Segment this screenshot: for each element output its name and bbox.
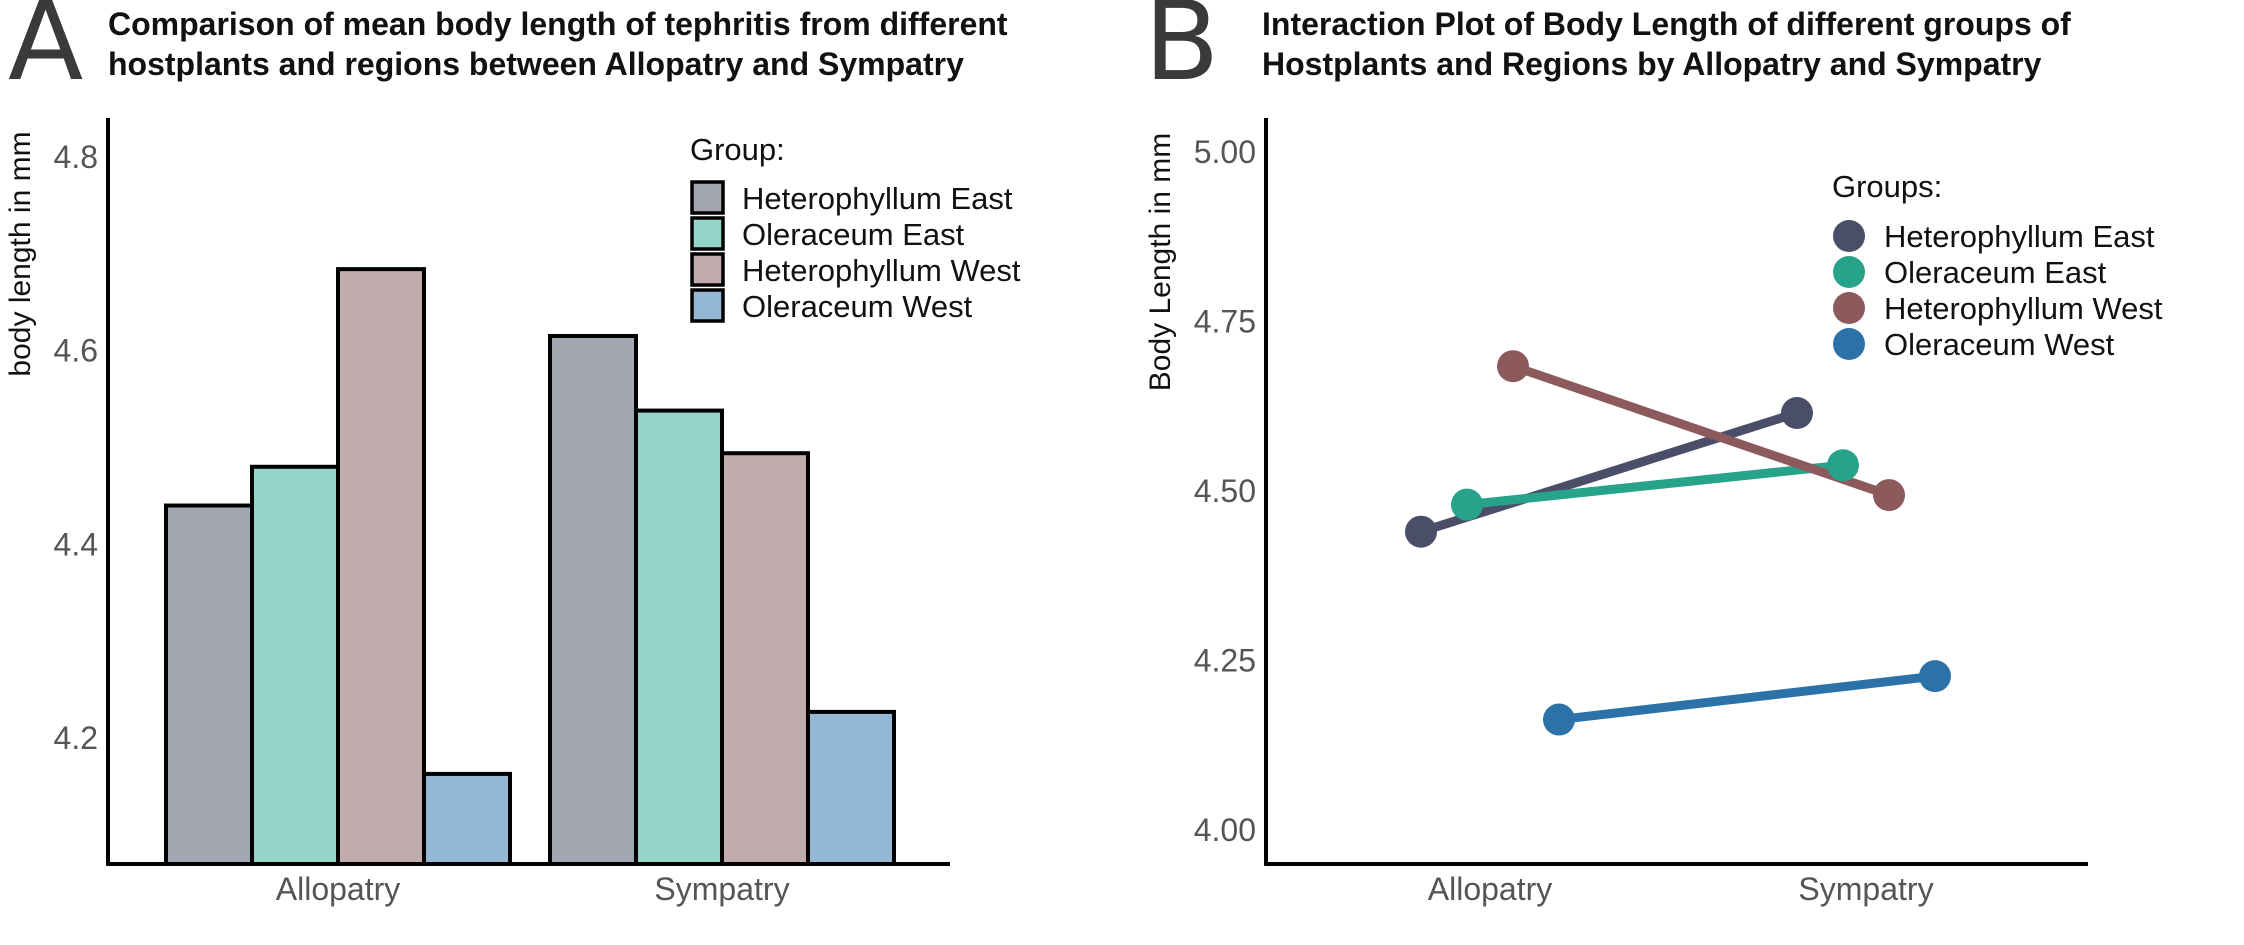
point-oleraceum-east-sympatry <box>1827 449 1859 482</box>
bar-chart: 4.2 4.4 4.6 4.8 Allopatry Sympatry body length… <box>4 118 1021 907</box>
legend-label-oleraceum-east: Oleraceum East <box>742 217 965 252</box>
y-tick-label: 4.4 <box>54 526 98 562</box>
legend-title: Group: <box>690 132 785 167</box>
legend-swatch-heterophyllum-west <box>690 252 725 287</box>
panel-a-title: Comparison of mean body length of tephri… <box>108 6 1008 82</box>
series-line-heterophyllum-west <box>1511 361 1891 500</box>
legend-marker-oleraceum-east <box>1833 256 1865 288</box>
y-tick-label: 4.25 <box>1194 643 1256 679</box>
legend-label-heterophyllum-west: Heterophyllum West <box>742 253 1021 288</box>
panel-a-letter: A <box>8 0 84 105</box>
legend-marker-heterophyllum-east <box>1833 220 1865 252</box>
bar-oleraceum-east-allopatry <box>250 464 340 866</box>
y-axis-label: body length in mm <box>4 131 37 376</box>
legend-label-heterophyllum-east: Heterophyllum East <box>1884 219 2155 254</box>
legend-marker-heterophyllum-west <box>1833 292 1865 324</box>
series-line-oleraceum-east <box>1466 460 1844 510</box>
point-oleraceum-west-sympatry <box>1919 660 1951 693</box>
y-tick-label: 4.6 <box>54 333 98 369</box>
y-tick-label: 4.75 <box>1194 303 1256 339</box>
x-tick-label: Sympatry <box>1798 871 1933 907</box>
bar-heterophyllum-east-sympatry <box>548 333 638 866</box>
legend-label-oleraceum-east: Oleraceum East <box>1884 255 2107 290</box>
legend-label-heterophyllum-east: Heterophyllum East <box>742 181 1013 216</box>
series-line-heterophyllum-east <box>1419 408 1799 536</box>
legend-swatch-oleraceum-west <box>690 288 725 323</box>
panel-b-letter: B <box>1144 0 1220 105</box>
y-tick-label: 4.8 <box>54 139 98 175</box>
legend-label-oleraceum-west: Oleraceum West <box>1884 327 2115 362</box>
legend-swatch-oleraceum-east <box>690 216 725 251</box>
bar-heterophyllum-east-allopatry <box>164 503 254 866</box>
legend-title: Groups: <box>1832 169 1942 204</box>
y-axis-label: Body Length in mm <box>1144 133 1177 391</box>
point-oleraceum-west-allopatry <box>1543 703 1575 736</box>
y-tick-label: 4.2 <box>54 720 98 756</box>
point-heterophyllum-west-allopatry <box>1497 350 1529 383</box>
panel-b-title: Interaction Plot of Body Length of diffe… <box>1262 6 2071 82</box>
bar-oleraceum-west-sympatry <box>806 709 896 866</box>
x-tick-label: Allopatry <box>1428 871 1553 907</box>
y-tick-label: 4.50 <box>1194 473 1256 509</box>
legend-label-heterophyllum-west: Heterophyllum West <box>1884 291 2163 326</box>
x-tick-label: Allopatry <box>276 871 401 907</box>
x-tick-label: Sympatry <box>654 871 789 907</box>
bar-heterophyllum-west-sympatry <box>720 451 810 866</box>
bar-oleraceum-west-allopatry <box>422 771 512 866</box>
point-heterophyllum-east-allopatry <box>1405 515 1437 548</box>
point-heterophyllum-east-sympatry <box>1781 397 1813 430</box>
legend-swatch-heterophyllum-east <box>690 180 725 215</box>
y-tick-label: 5.00 <box>1194 134 1256 170</box>
point-heterophyllum-west-sympatry <box>1873 479 1905 512</box>
legend-marker-oleraceum-west <box>1833 328 1865 360</box>
point-oleraceum-east-allopatry <box>1451 488 1483 521</box>
y-tick-label: 4.00 <box>1194 812 1256 848</box>
legend-label-oleraceum-west: Oleraceum West <box>742 289 973 324</box>
series-line-oleraceum-west <box>1558 671 1936 725</box>
